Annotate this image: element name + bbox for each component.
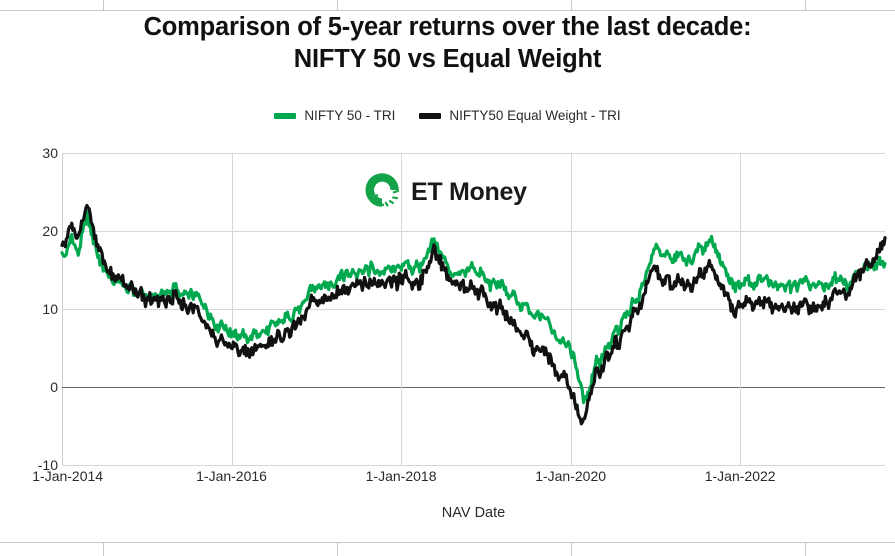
y-axis-tick-label: 30 [42,145,58,161]
legend-color-swatch-green [274,112,297,119]
plot-area [62,153,885,466]
x-axis-tick-label: 1-Jan-2016 [196,468,267,484]
legend-label-equal-weight: NIFTY50 Equal Weight - TRI [449,108,621,123]
et-money-wordmark: ET Money [411,178,527,206]
x-axis-tick-label: 1-Jan-2020 [535,468,607,484]
horizontal-gridline [62,309,885,310]
et-money-swirl-logo-icon [362,170,402,215]
y-axis-tick-labels: 30 20 10 0 -10 [0,145,58,473]
x-axis-tick-label: 1-Jan-2014 [32,468,104,484]
y-axis-tick-label: 20 [42,223,58,239]
et-money-watermark: ET Money [362,170,527,215]
x-axis-tick-labels: 1-Jan-2014 1-Jan-2016 1-Jan-2018 1-Jan-2020… [32,468,885,490]
y-axis-tick-label: 10 [42,301,58,317]
legend-color-swatch-black [419,112,442,119]
horizontal-gridline [62,153,885,154]
legend-label-nifty50: NIFTY 50 - TRI [304,108,396,123]
vertical-gridline [231,153,233,465]
y-axis-tick-label: 0 [50,379,58,395]
chart-title-line-2: NIFTY 50 vs Equal Weight [293,44,602,73]
series-lines [62,153,885,465]
horizontal-gridline [62,465,885,466]
vertical-gridline [570,153,572,465]
x-axis-tick-label: 1-Jan-2018 [365,468,437,484]
chart-title-line-1: Comparison of 5-year returns over the la… [143,13,752,41]
line-equal-weight-tri [62,206,885,424]
line-nifty50-tri [62,212,885,403]
x-axis-title: NAV Date [441,505,506,521]
y-axis-tick-label: -10 [37,457,58,473]
legend-item-equal-weight[interactable]: NIFTY50 Equal Weight - TRI [419,108,621,123]
vertical-gridline [401,153,403,465]
x-axis-tick-label: 1-Jan-2022 [704,468,776,484]
chart-title: Comparison of 5-year returns over the la… [0,12,895,76]
chart-legend: NIFTY 50 - TRI NIFTY50 Equal Weight - TR… [0,108,895,123]
legend-item-nifty50[interactable]: NIFTY 50 - TRI [274,108,395,123]
zero-baseline [62,387,885,388]
vertical-gridline [740,153,742,465]
horizontal-gridline [62,231,885,232]
